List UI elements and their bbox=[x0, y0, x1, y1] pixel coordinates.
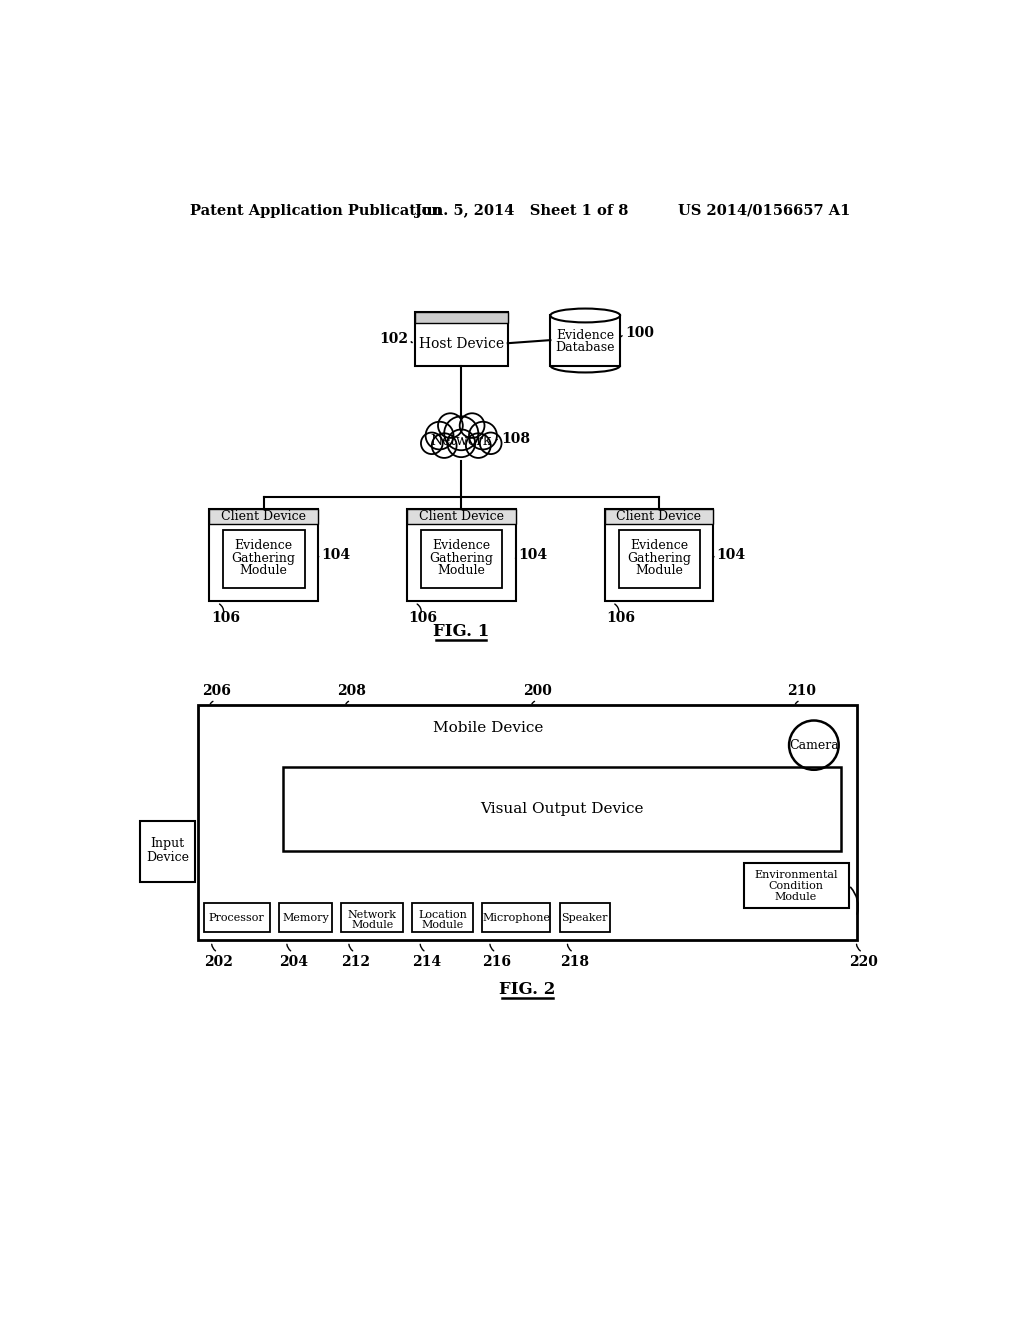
Text: Evidence: Evidence bbox=[630, 539, 688, 552]
Circle shape bbox=[460, 413, 484, 438]
Text: Speaker: Speaker bbox=[561, 912, 607, 923]
Ellipse shape bbox=[550, 309, 621, 322]
Text: 104: 104 bbox=[321, 548, 350, 562]
Text: 104: 104 bbox=[518, 548, 548, 562]
Bar bbox=[482, 903, 550, 932]
Bar bbox=[223, 531, 305, 589]
Text: Mobile Device: Mobile Device bbox=[433, 721, 544, 735]
Text: Module: Module bbox=[775, 892, 817, 902]
Text: 206: 206 bbox=[202, 684, 230, 698]
Text: Patent Application Publication: Patent Application Publication bbox=[190, 203, 442, 218]
Text: Environmental: Environmental bbox=[755, 870, 838, 880]
Bar bbox=[560, 903, 610, 932]
Text: Memory: Memory bbox=[282, 912, 329, 923]
Bar bbox=[604, 508, 713, 524]
Text: 210: 210 bbox=[786, 684, 816, 698]
Circle shape bbox=[438, 413, 463, 438]
Circle shape bbox=[432, 433, 457, 458]
Bar bbox=[341, 903, 403, 932]
Text: Module: Module bbox=[351, 920, 393, 931]
Circle shape bbox=[426, 422, 454, 450]
Bar bbox=[550, 315, 621, 366]
Circle shape bbox=[466, 433, 490, 458]
Bar bbox=[198, 705, 856, 940]
Bar bbox=[139, 821, 196, 882]
Text: 214: 214 bbox=[413, 954, 441, 969]
Bar bbox=[204, 903, 270, 932]
Text: Jun. 5, 2014   Sheet 1 of 8: Jun. 5, 2014 Sheet 1 of 8 bbox=[415, 203, 628, 218]
Text: 102: 102 bbox=[380, 333, 409, 346]
Bar bbox=[421, 531, 503, 589]
Circle shape bbox=[469, 422, 497, 450]
Text: 212: 212 bbox=[341, 954, 370, 969]
Text: 208: 208 bbox=[337, 684, 367, 698]
Text: Evidence: Evidence bbox=[432, 539, 490, 552]
Bar bbox=[283, 767, 841, 851]
Text: FIG. 2: FIG. 2 bbox=[499, 982, 555, 998]
Text: 106: 106 bbox=[211, 611, 240, 626]
Text: 202: 202 bbox=[204, 954, 232, 969]
Text: Module: Module bbox=[240, 564, 288, 577]
Text: Network: Network bbox=[430, 434, 492, 447]
Text: Camera: Camera bbox=[790, 739, 839, 751]
Text: Client Device: Client Device bbox=[221, 510, 306, 523]
Text: 220: 220 bbox=[849, 954, 878, 969]
Bar bbox=[618, 531, 700, 589]
Circle shape bbox=[421, 433, 442, 454]
Text: 108: 108 bbox=[502, 433, 530, 446]
Bar bbox=[209, 508, 317, 601]
Text: Database: Database bbox=[555, 341, 615, 354]
Bar bbox=[407, 508, 515, 601]
Text: 216: 216 bbox=[482, 954, 511, 969]
Text: Module: Module bbox=[635, 564, 683, 577]
Bar bbox=[604, 508, 713, 601]
Bar bbox=[407, 508, 515, 524]
Bar bbox=[744, 863, 849, 908]
Text: 106: 106 bbox=[606, 611, 635, 626]
Text: Gathering: Gathering bbox=[627, 552, 691, 565]
Text: 106: 106 bbox=[409, 611, 437, 626]
Text: Gathering: Gathering bbox=[429, 552, 494, 565]
Text: Location: Location bbox=[418, 909, 467, 920]
Text: Device: Device bbox=[146, 851, 189, 865]
Text: Client Device: Client Device bbox=[419, 510, 504, 523]
Bar bbox=[209, 508, 317, 524]
Text: Host Device: Host Device bbox=[419, 337, 504, 351]
Text: 100: 100 bbox=[625, 326, 653, 341]
Bar bbox=[415, 313, 508, 367]
Text: FIG. 1: FIG. 1 bbox=[433, 623, 489, 640]
Text: Evidence: Evidence bbox=[556, 329, 614, 342]
Text: 204: 204 bbox=[280, 954, 308, 969]
Circle shape bbox=[480, 433, 502, 454]
Text: Evidence: Evidence bbox=[234, 539, 293, 552]
Text: 218: 218 bbox=[560, 954, 589, 969]
Text: Input: Input bbox=[151, 837, 184, 850]
Text: US 2014/0156657 A1: US 2014/0156657 A1 bbox=[678, 203, 851, 218]
Text: Gathering: Gathering bbox=[231, 552, 296, 565]
Text: Condition: Condition bbox=[769, 880, 823, 891]
Text: Module: Module bbox=[422, 920, 464, 931]
Circle shape bbox=[444, 416, 478, 450]
Bar bbox=[280, 903, 332, 932]
Circle shape bbox=[447, 429, 475, 457]
Text: Module: Module bbox=[437, 564, 485, 577]
Bar bbox=[415, 313, 508, 323]
Text: Client Device: Client Device bbox=[616, 510, 701, 523]
Text: Processor: Processor bbox=[209, 912, 264, 923]
Bar bbox=[413, 903, 473, 932]
Text: Network: Network bbox=[347, 909, 396, 920]
Text: 200: 200 bbox=[523, 684, 552, 698]
Text: Visual Output Device: Visual Output Device bbox=[480, 803, 644, 816]
Text: Microphone: Microphone bbox=[482, 912, 550, 923]
Text: 104: 104 bbox=[716, 548, 745, 562]
